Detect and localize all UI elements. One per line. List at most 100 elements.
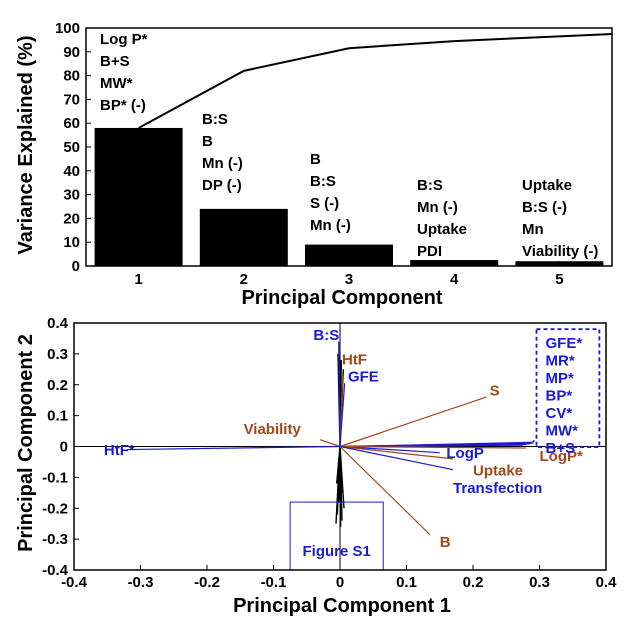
bar-annotation: B [310,151,321,168]
vector-label: Viability [244,421,302,438]
box-label: B+S [546,440,576,457]
box-pointer [532,439,536,443]
bar-annotation: Viability (-) [522,243,598,260]
top-bars [94,127,604,267]
top-y-tick-label: 10 [63,234,80,251]
origin-vector-cluster [335,353,535,527]
figure-s1-label: Figure S1 [302,543,370,560]
top-y-tick-label: 70 [63,91,80,108]
vector-logp- [339,445,527,449]
bar-pc5 [515,261,604,266]
cluster-spike [339,446,344,493]
bar-annotation: Uptake [522,177,572,194]
vector-s [339,396,487,448]
cumulative-variance-line [138,32,613,129]
dashed-label-box: GFE*MR*MP*BP*CV*MW*B+S [532,328,601,457]
cluster-spike [335,446,341,484]
bottom-x-tick-label: 0.4 [596,574,618,591]
bar-pc3 [305,244,393,266]
bottom-y-tick-label: -0.4 [42,562,69,579]
bar-annotations: Log P* B+S MW* BP* (-) B:S B Mn (-) DP (-) B B:S S… [100,31,598,260]
top-x-tick-label: 4 [450,271,459,288]
top-y-axis-label: Variance Explained (%) [15,36,37,255]
vector-b [339,446,431,535]
top-plot-frame [85,27,613,267]
bottom-x-tick-label: -0.4 [61,574,88,591]
top-y-tick-label: 30 [63,187,80,204]
bottom-x-axis-label: Principal Component 1 [233,595,451,617]
variance-explained-chart: Variance Explained (%) Principal Compone… [15,20,613,309]
bottom-y-tick-label: 0 [60,439,68,456]
bar-annotation: Mn [522,221,544,238]
loading-vectors [127,341,527,535]
box-vector [339,441,535,447]
bottom-x-tick-label: -0.2 [194,574,220,591]
bar-annotation: Mn (-) [417,199,458,216]
vector-gfe [339,383,346,447]
bar-annotation: Mn (-) [202,155,243,172]
top-x-tick-label: 5 [555,271,563,288]
bar-pc2 [199,208,288,266]
bar-annotation: B:S [417,177,443,194]
bar-annotation: B:S [202,111,228,128]
bar-annotation: Log P* [100,31,148,48]
top-x-tick-label: 2 [240,271,248,288]
bottom-x-tick-label: 0.1 [396,574,417,591]
box-label: BP* [546,388,573,405]
bar-annotation: Mn (-) [310,217,351,234]
vector-transfection [339,445,454,471]
bottom-x-tick-label: -0.1 [261,574,287,591]
bar-annotation: B:S [310,173,336,190]
box-label: MW* [546,423,579,440]
bottom-y-tick-label: 0.4 [47,315,69,332]
bar-annotation: MW* [100,75,133,92]
bottom-y-tick-label: -0.3 [42,531,68,548]
dashed-label-box-frame [535,328,601,449]
vector-uptake [339,445,454,460]
bar-annotation: B [202,133,213,150]
vector-label: B [440,534,451,551]
biplot-chart: Principal Component 2 Principal Componen… [15,315,617,617]
bottom-plot-frame [73,322,607,571]
bar-annotation: B:S (-) [522,199,567,216]
box-label: GFE* [546,335,583,352]
top-y-tick-label: 100 [55,20,80,37]
vector-label: Transfection [453,480,542,497]
top-y-tick-label: 90 [63,44,80,61]
vector-label: LogP [446,445,484,462]
top-x-axis-label: Principal Component [241,287,442,309]
bottom-y-tick-label: 0.2 [47,377,68,394]
bar-annotation: Uptake [417,221,467,238]
vector-logp [339,445,440,454]
vector-label: Uptake [473,463,523,480]
vector-label: HtF* [104,442,135,459]
bottom-y-tick-label: 0.1 [47,408,68,425]
bar-annotation: BP* (-) [100,97,146,114]
vector-label: HtF [342,352,367,369]
bottom-x-tick-label: 0.2 [463,574,484,591]
box-label: CV* [546,405,573,422]
bar-pc4 [410,260,499,266]
top-y-tick-label: 40 [63,163,80,180]
top-x-tick-label: 3 [345,271,353,288]
bottom-y-ticks: 0.4 0.3 0.2 0.1 0 -0.1 -0.2 -0.3 -0.4 [42,315,79,579]
top-x-tick-label: 1 [134,271,142,288]
top-y-tick-label: 20 [63,210,80,227]
bar-annotation: PDI [417,243,442,260]
bottom-x-tick-label: -0.3 [128,574,154,591]
vector-label: LogP* [540,448,583,465]
box-label: MR* [546,353,575,370]
bottom-y-tick-label: -0.1 [42,469,68,486]
top-y-tick-label: 0 [72,258,80,275]
vector-label: S [490,383,500,400]
top-y-tick-label: 80 [63,68,80,85]
bottom-x-tick-label: 0.3 [529,574,550,591]
vector-label: GFE [348,369,379,386]
vector-htf- [127,445,341,451]
vector-viability [319,439,341,448]
top-y-tick-label: 50 [63,139,80,156]
top-y-tick-label: 60 [63,115,80,132]
top-y-ticks: 0 10 20 30 40 50 60 70 80 90 100 [55,20,91,275]
